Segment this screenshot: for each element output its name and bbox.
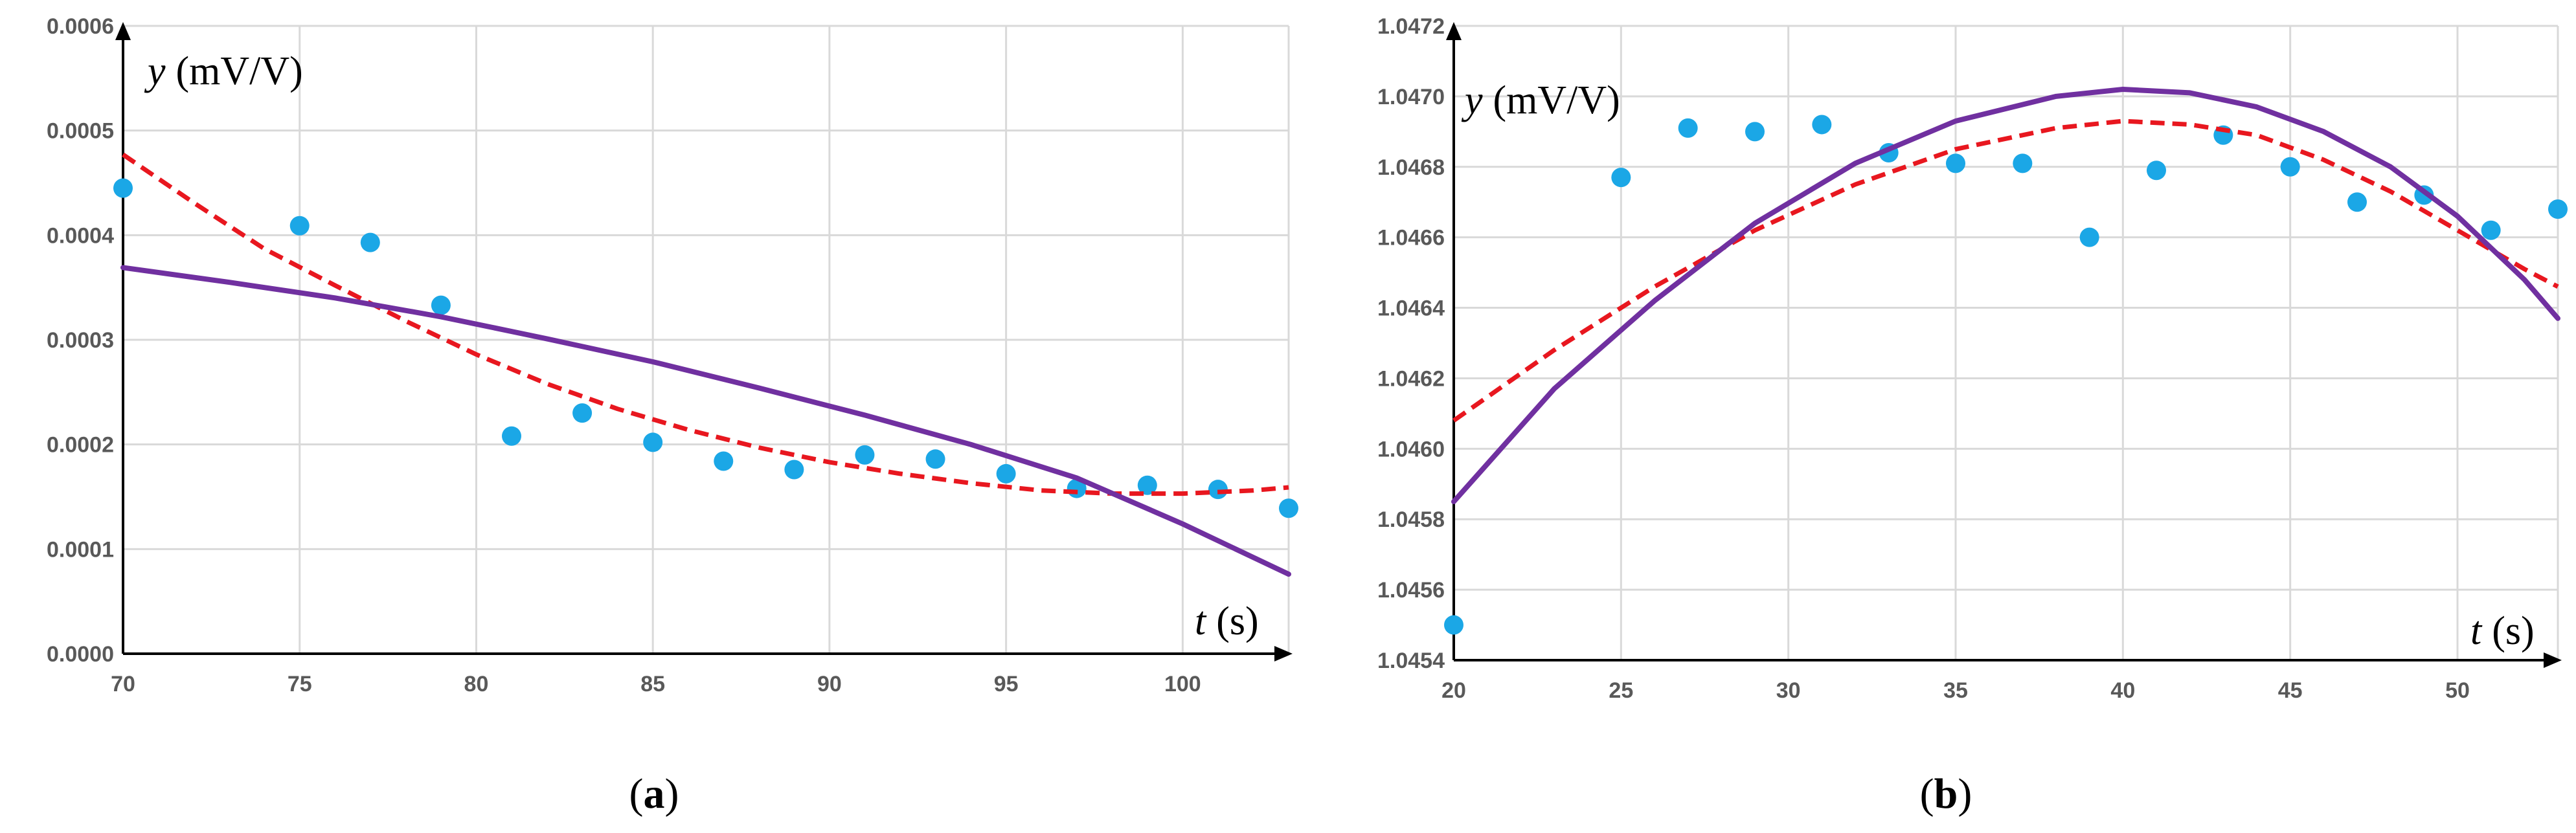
panel-a-y-axis-arrow	[115, 22, 131, 40]
panel-b-ytick-label: 1.0468	[1377, 155, 1445, 180]
panel-a-caption: (a)	[629, 770, 679, 817]
panel-b: 1.0454 1.0456 1.0458 1.0460 1.0462 1.0464 1.04…	[1377, 14, 2568, 817]
panel-b-ytick-label: 1.0458	[1377, 507, 1445, 532]
panel-b-data-point	[2013, 153, 2033, 173]
panel-b-data-point	[1812, 115, 1832, 135]
panel-b-data-point	[2481, 220, 2501, 240]
panel-a-data-point	[1208, 480, 1228, 500]
panel-a-data-point	[925, 449, 945, 469]
panel-a-xticks: 70 75 80 85 90 95 100	[111, 672, 1201, 696]
panel-b-data-point	[2548, 199, 2568, 219]
panel-b-xtick-label: 40	[2110, 678, 2135, 703]
panel-a-xtick-label: 80	[464, 672, 489, 696]
panel-a-ytick-label: 0.0001	[47, 537, 114, 562]
panel-b-xlabel-var: t	[2470, 609, 2483, 653]
panel-a-xlabel-unit: (s)	[1216, 599, 1258, 643]
panel-a-axes	[115, 22, 1293, 661]
panel-b-xtick-label: 35	[1943, 678, 1968, 703]
panel-b-xtick-label: 30	[1776, 678, 1801, 703]
panel-b-ytick-label: 1.0454	[1377, 649, 1445, 673]
panel-a-ytick-label: 0.0000	[47, 642, 114, 667]
panel-b-ytick-label: 1.0470	[1377, 85, 1445, 109]
panel-a-data-point	[113, 178, 133, 198]
panel-a-data-point	[643, 432, 663, 452]
panel-a-ytick-label: 0.0005	[47, 119, 114, 144]
panel-a: 0.0000 0.0001 0.0002 0.0003 0.0004 0.0005 0.00…	[47, 14, 1298, 817]
panel-a-data-point	[1137, 475, 1157, 495]
panel-b-data-point	[1678, 118, 1698, 138]
panel-a-data-point	[360, 232, 380, 252]
panel-a-data-point	[502, 426, 521, 446]
panel-a-xtick-label: 75	[288, 672, 312, 696]
panel-a-ytick-label: 0.0002	[47, 433, 114, 458]
panel-b-ytick-label: 1.0464	[1377, 296, 1445, 321]
panel-b-y-axis-arrow	[1446, 22, 1462, 40]
panel-b-ytick-label: 1.0466	[1377, 226, 1445, 250]
panel-a-data-point	[714, 451, 734, 471]
panel-a-xtick-label: 90	[817, 672, 842, 696]
panel-b-x-axis-arrow	[2544, 652, 2562, 668]
panel-b-data-point	[2280, 157, 2300, 177]
panel-b-data-point	[1745, 122, 1765, 142]
panel-a-data-point	[431, 295, 451, 315]
panel-a-xtick-label: 85	[640, 672, 665, 696]
panel-b-caption: (b)	[1920, 770, 1972, 817]
panel-b-xtick-label: 45	[2278, 678, 2303, 703]
panel-b-ylabel-unit: (mV/V)	[1493, 78, 1620, 122]
panel-a-data-point	[996, 463, 1016, 483]
panel-b-fit-solid-line	[1451, 87, 2560, 504]
panel-a-xtick-label: 70	[111, 672, 135, 696]
panel-a-data-point	[289, 216, 310, 236]
panel-b-series	[1444, 87, 2568, 635]
panel-a-fit-solid-line	[120, 265, 1291, 577]
panel-b-data-point	[1946, 153, 1965, 173]
panel-a-ytick-label: 0.0004	[47, 223, 114, 248]
panel-a-yticks: 0.0000 0.0001 0.0002 0.0003 0.0004 0.0005 0.00…	[47, 14, 114, 667]
panel-b-xticks: 20 25 30 35 40 45 50	[1441, 678, 2470, 703]
panel-a-xlabel-var: t	[1195, 599, 1207, 643]
panel-b-data-point	[2347, 192, 2367, 212]
panel-b-letter: b	[1934, 770, 1958, 817]
panel-a-xtick-label: 100	[1164, 672, 1201, 696]
panel-b-xlabel-unit: (s)	[2492, 609, 2534, 653]
panel-b-yticks: 1.0454 1.0456 1.0458 1.0460 1.0462 1.0464 1.04…	[1377, 14, 1445, 673]
panel-a-data-point	[784, 460, 804, 480]
panel-a-ylabel-unit: (mV/V)	[176, 49, 303, 93]
panel-b-data-point	[2079, 227, 2099, 247]
panel-a-fit-dashed-line	[122, 152, 1289, 496]
panel-a-xlabel: t (s)	[1195, 599, 1259, 643]
panel-b-axes	[1446, 22, 2562, 668]
panel-a-letter: a	[644, 770, 665, 817]
panel-a-data-point	[1279, 498, 1298, 518]
panel-a-ylabel-var: y	[144, 49, 166, 93]
panel-a-ylabel: y (mV/V)	[144, 49, 303, 93]
panel-a-ytick-label: 0.0003	[47, 328, 114, 353]
panel-a-data-point	[855, 445, 875, 465]
panel-b-xtick-label: 25	[1609, 678, 1633, 703]
panel-b-data-point	[2147, 161, 2166, 181]
panel-b-ylabel-var: y	[1461, 78, 1483, 122]
panel-b-ytick-label: 1.0456	[1377, 578, 1445, 603]
panel-b-xtick-label: 20	[1441, 678, 1466, 703]
panel-a-x-axis-arrow	[1274, 646, 1293, 661]
panel-b-xlabel: t (s)	[2470, 609, 2535, 653]
panel-a-series	[113, 152, 1298, 577]
panel-a-grid	[122, 25, 1290, 655]
panel-b-ytick-label: 1.0462	[1377, 366, 1445, 391]
panel-b-ylabel: y (mV/V)	[1461, 78, 1620, 122]
panel-a-ytick-label: 0.0006	[47, 14, 114, 39]
panel-a-xtick-label: 95	[994, 672, 1019, 696]
panel-b-ytick-label: 1.0460	[1377, 437, 1445, 461]
panel-b-data-point	[1611, 168, 1631, 188]
panel-b-xtick-label: 50	[2445, 678, 2470, 703]
panel-a-data-point	[572, 403, 593, 423]
panel-b-ytick-label: 1.0472	[1377, 14, 1445, 39]
panel-b-data-point	[1444, 615, 1463, 635]
